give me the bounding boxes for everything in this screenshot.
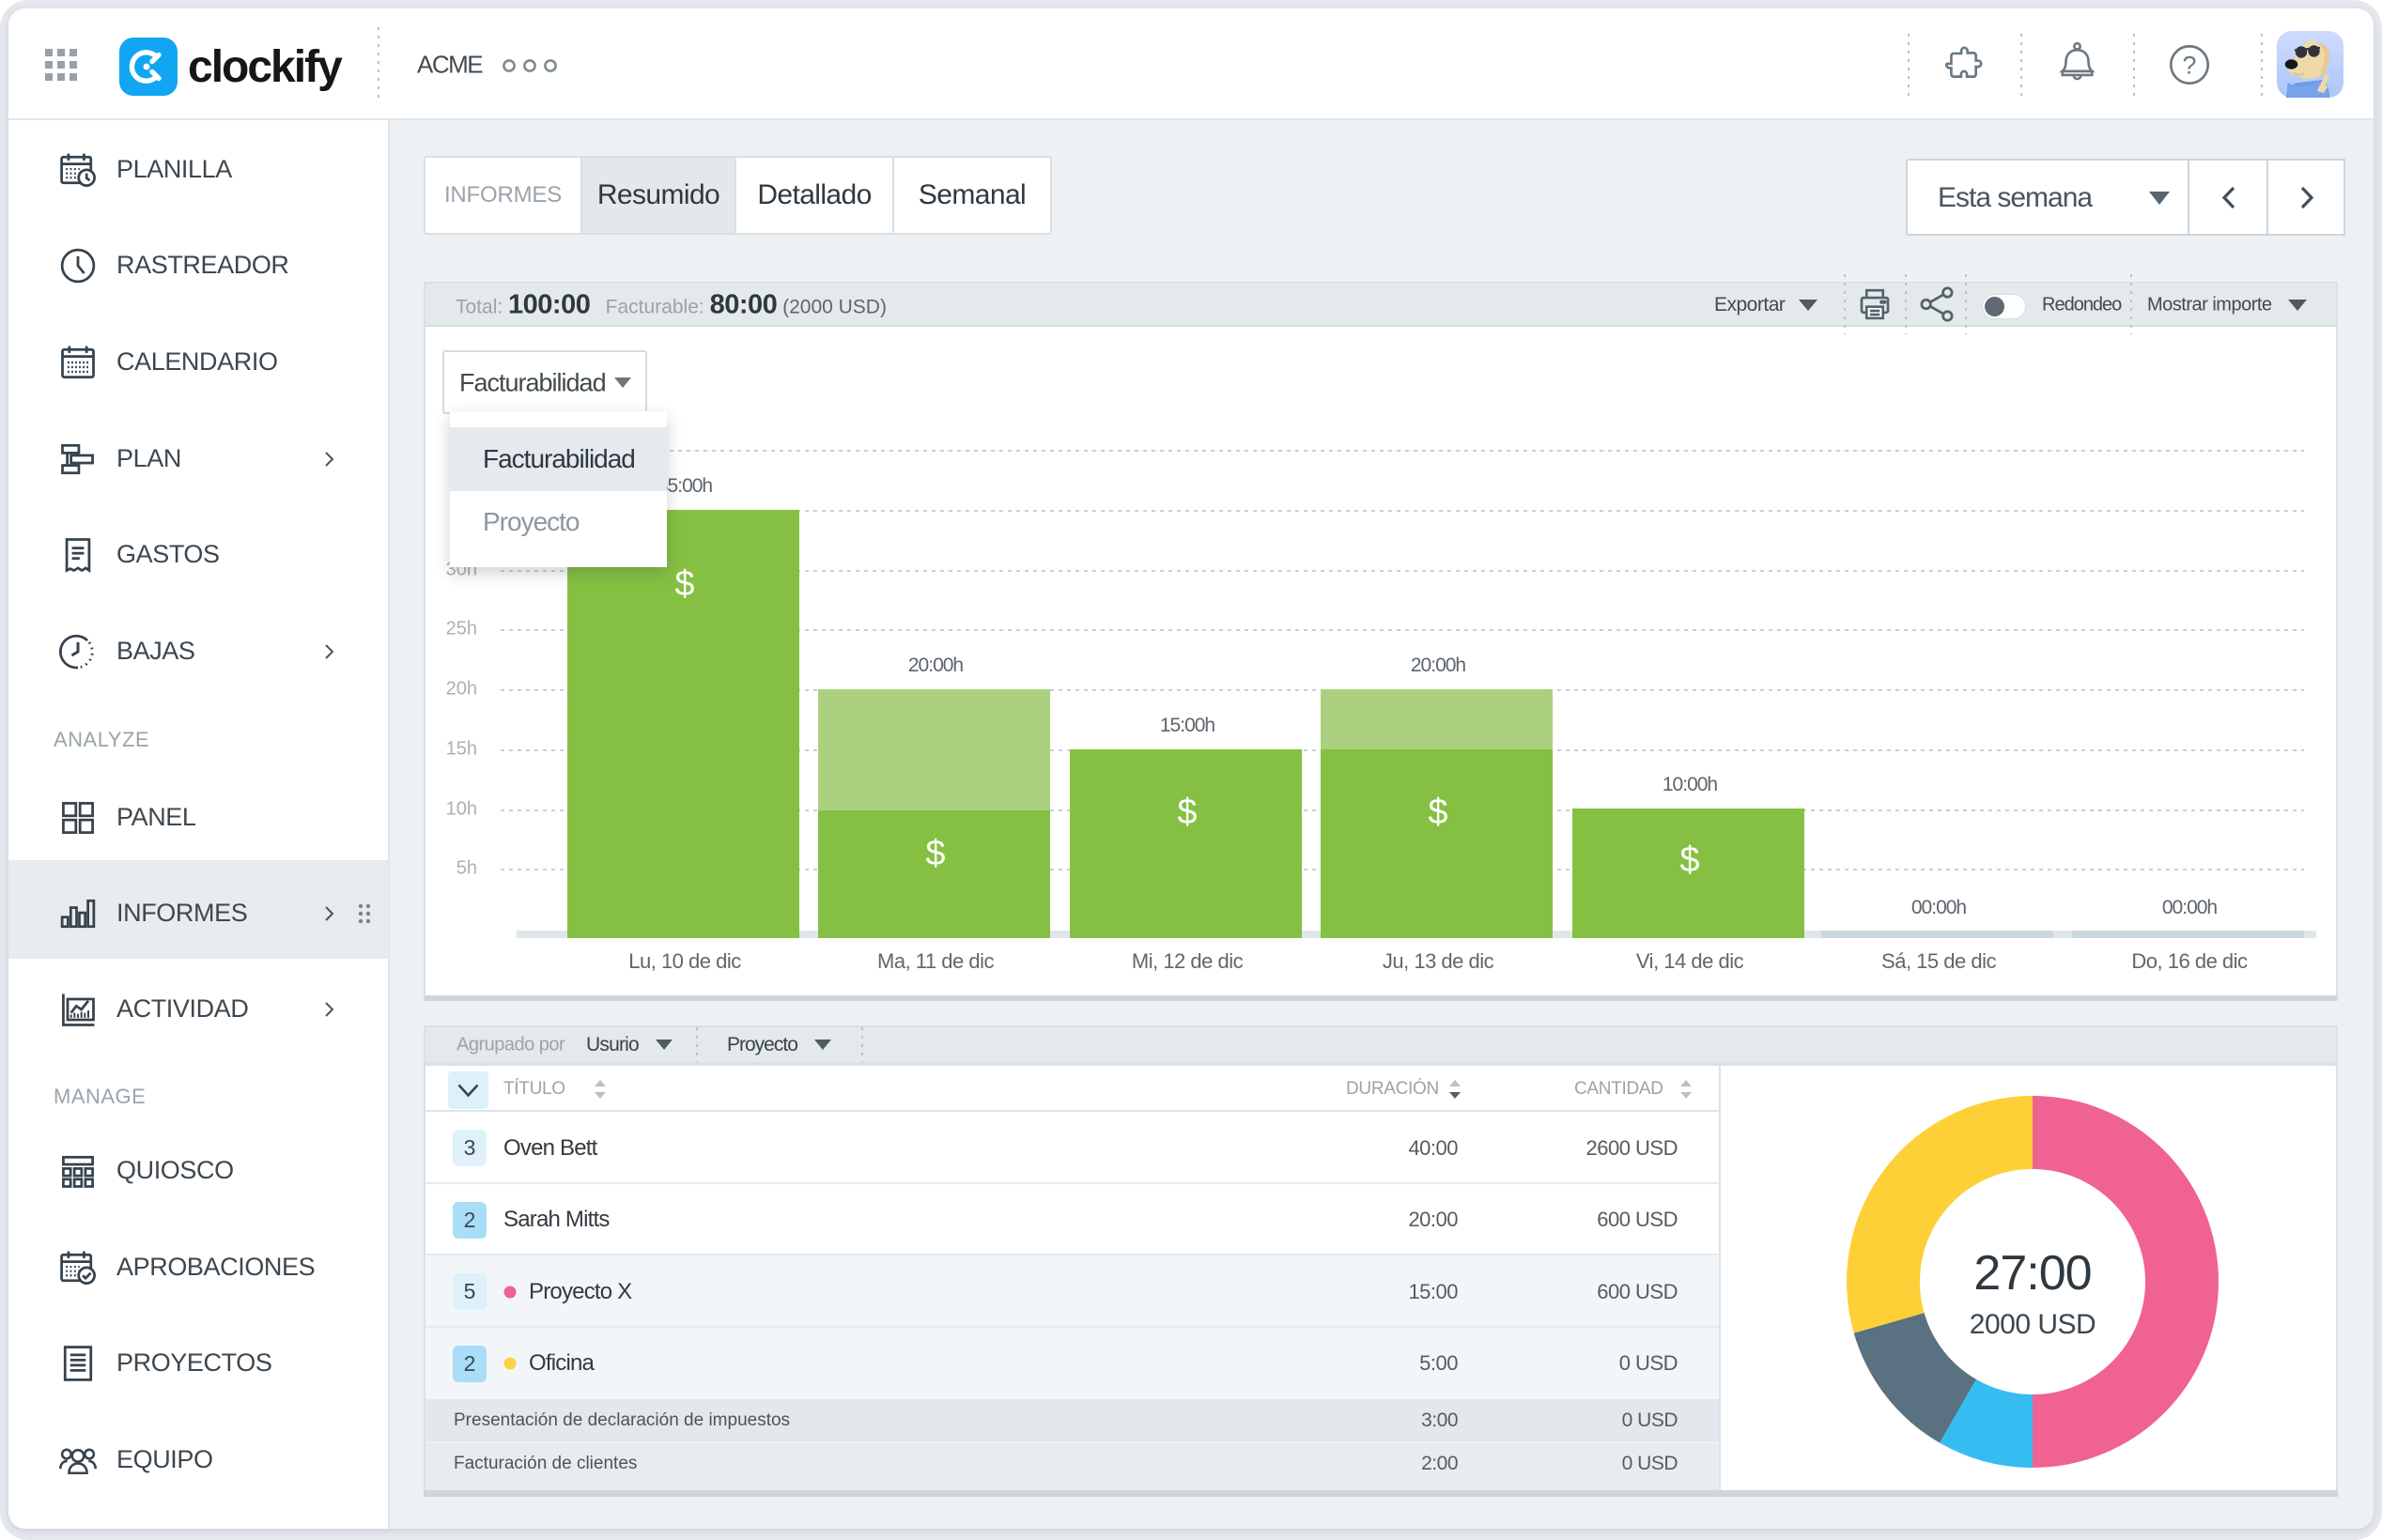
svg-text:?: ? bbox=[2183, 52, 2197, 80]
